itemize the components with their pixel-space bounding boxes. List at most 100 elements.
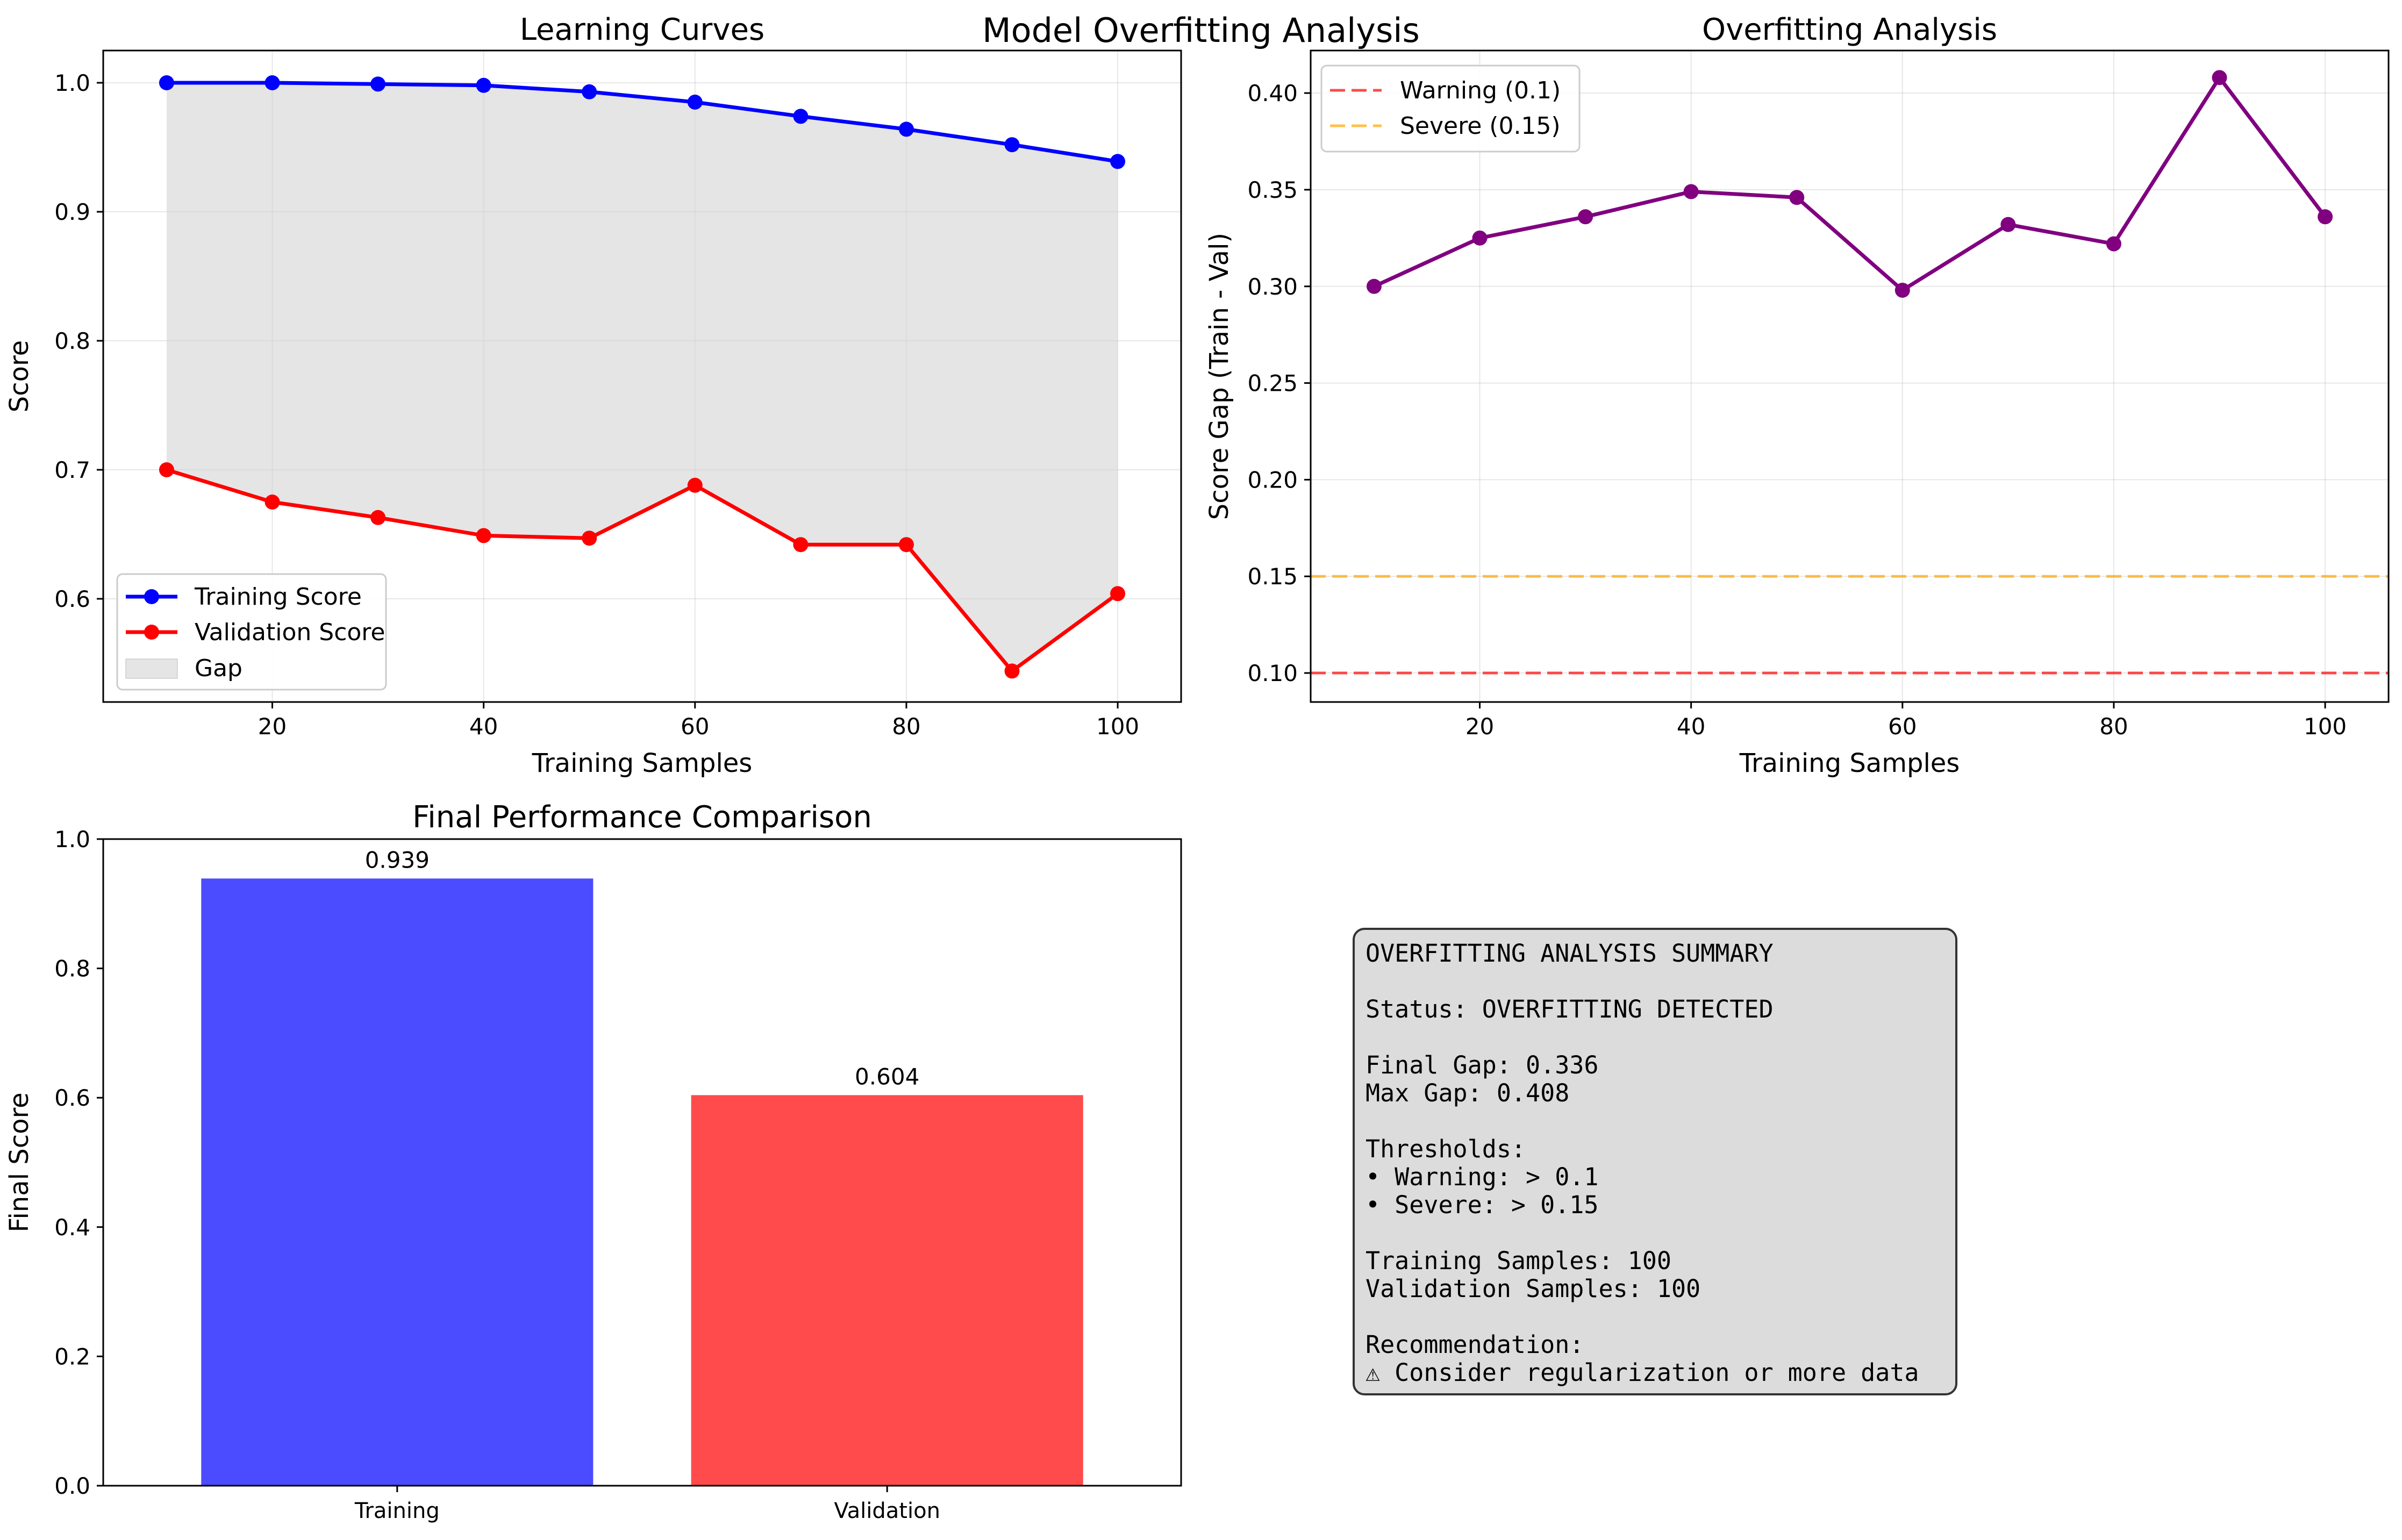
legend-frame bbox=[116, 573, 387, 691]
y-tick-label: 0.8 bbox=[54, 956, 90, 982]
x-tick-label: 60 bbox=[1888, 713, 1917, 740]
y-tick-label: 0.9 bbox=[54, 199, 90, 225]
figure-title: Model Overfitting Analysis bbox=[982, 11, 1420, 50]
x-tick-label: 100 bbox=[2304, 713, 2347, 740]
summary-line: • Warning: > 0.1 bbox=[1366, 1163, 1599, 1191]
data-point bbox=[264, 75, 280, 90]
y-tick-label: 0.10 bbox=[1247, 660, 1298, 686]
recommendation-line: ⚠ Consider regularization or more data bbox=[1366, 1359, 1945, 1387]
data-point bbox=[2212, 70, 2227, 85]
summary-line: OVERFITTING ANALYSIS SUMMARY bbox=[1366, 939, 1774, 968]
data-point bbox=[1004, 137, 1020, 153]
plot-frame bbox=[1310, 49, 2390, 703]
data-point bbox=[1004, 663, 1020, 679]
legend-label: Gap bbox=[195, 655, 242, 682]
x-tick-label: Training bbox=[354, 1499, 440, 1523]
data-point bbox=[898, 537, 914, 553]
y-tick-label: 0.4 bbox=[54, 1214, 90, 1241]
data-point bbox=[1472, 230, 1488, 246]
x-tick-label: 80 bbox=[2099, 713, 2128, 740]
y-axis-label: Score bbox=[4, 340, 34, 412]
data-point bbox=[793, 537, 809, 553]
summary-blank-line bbox=[1366, 1023, 1945, 1051]
x-tick-label: 100 bbox=[1096, 713, 1139, 740]
y-tick-label: 0.6 bbox=[54, 1085, 90, 1111]
summary-line: • Severe: > 0.15 bbox=[1366, 1191, 1599, 1219]
x-tick-label: 40 bbox=[469, 713, 498, 740]
gap-fill bbox=[166, 83, 1118, 671]
legend-swatch bbox=[125, 658, 178, 679]
summary-line: Recommendation: bbox=[1366, 1330, 1584, 1359]
data-point bbox=[1110, 586, 1126, 601]
y-tick-label: 0.35 bbox=[1247, 177, 1298, 203]
summary-blank-line bbox=[1366, 1219, 1945, 1247]
data-point bbox=[1110, 154, 1126, 169]
data-point bbox=[582, 84, 597, 99]
data-point bbox=[264, 495, 280, 510]
data-point bbox=[2000, 217, 2016, 232]
data-point bbox=[1578, 209, 1593, 225]
data-point bbox=[687, 95, 703, 110]
data-point bbox=[1895, 282, 1910, 298]
legend-label: Warning (0.1) bbox=[1400, 77, 1561, 104]
data-point bbox=[476, 77, 491, 93]
x-tick-label: 40 bbox=[1677, 713, 1705, 740]
legend-frame bbox=[1320, 65, 1581, 153]
legend-label: Training Score bbox=[194, 583, 362, 611]
legend: Warning (0.1) Severe (0.15) bbox=[1320, 65, 1581, 153]
y-tick-label: 0.7 bbox=[54, 457, 90, 483]
y-tick-label: 0.8 bbox=[54, 328, 90, 354]
gap-line bbox=[1373, 74, 2327, 293]
summary-blank-line bbox=[1366, 968, 1945, 995]
recommendation-text: Consider regularization or more data bbox=[1380, 1358, 1919, 1387]
data-point bbox=[1683, 184, 1699, 199]
y-tick-label: 0.15 bbox=[1247, 563, 1298, 590]
y-tick-label: 0.40 bbox=[1247, 80, 1298, 106]
series-line-1 bbox=[166, 468, 1119, 674]
legend-marker bbox=[144, 625, 159, 640]
x-tick-label: 80 bbox=[892, 713, 920, 740]
final-performance-chart: 0.939 Training 0.604 Validation 0.0 0.2 0.4 0.6… bbox=[4, 800, 1182, 1523]
data-point bbox=[898, 121, 914, 137]
data-point bbox=[2318, 209, 2333, 225]
x-tick-label: 60 bbox=[681, 713, 709, 740]
legend-marker bbox=[144, 589, 159, 604]
data-point bbox=[159, 462, 174, 477]
y-tick-label: 1.0 bbox=[54, 70, 90, 96]
x-axis-label: Training Samples bbox=[532, 748, 753, 778]
summary-blank-line bbox=[1366, 1107, 1945, 1135]
data-point bbox=[2106, 236, 2121, 252]
data-point bbox=[687, 477, 703, 493]
y-tick-label: 0.0 bbox=[54, 1473, 90, 1499]
summary-line: Status: OVERFITTING DETECTED bbox=[1366, 995, 1774, 1023]
data-point bbox=[370, 510, 386, 525]
plot-frame bbox=[102, 838, 1182, 1487]
y-tick-label: 0.6 bbox=[54, 586, 90, 612]
y-axis-label: Score Gap (Train - Val) bbox=[1204, 233, 1234, 520]
x-tick-label: 20 bbox=[1465, 713, 1494, 740]
x-tick-label: Validation bbox=[834, 1499, 940, 1523]
y-tick-label: 0.30 bbox=[1247, 274, 1298, 300]
y-axis-label: Final Score bbox=[4, 1092, 34, 1232]
y-tick-label: 0.25 bbox=[1247, 370, 1298, 397]
data-point bbox=[793, 109, 809, 124]
data-point bbox=[1789, 190, 1805, 205]
legend-label: Severe (0.15) bbox=[1400, 112, 1561, 140]
summary-line: Max Gap: 0.408 bbox=[1366, 1079, 1570, 1107]
bar-value-label: 0.939 bbox=[365, 847, 430, 873]
bar-training bbox=[201, 878, 594, 1486]
x-axis-label: Training Samples bbox=[1739, 748, 1960, 778]
summary-line: Thresholds: bbox=[1366, 1135, 1526, 1163]
chart-title: Overfitting Analysis bbox=[1702, 12, 1997, 47]
plot-frame bbox=[102, 49, 1182, 703]
warning-icon: ⚠ bbox=[1366, 1358, 1381, 1387]
data-point bbox=[159, 75, 174, 90]
chart-title: Final Performance Comparison bbox=[412, 800, 872, 835]
summary-line: Validation Samples: 100 bbox=[1366, 1274, 1701, 1303]
y-tick-label: 1.0 bbox=[54, 826, 90, 853]
chart-title: Learning Curves bbox=[520, 12, 764, 47]
data-point bbox=[476, 528, 491, 543]
data-point bbox=[582, 531, 597, 546]
summary-line: Final Gap: 0.336 bbox=[1366, 1051, 1599, 1079]
